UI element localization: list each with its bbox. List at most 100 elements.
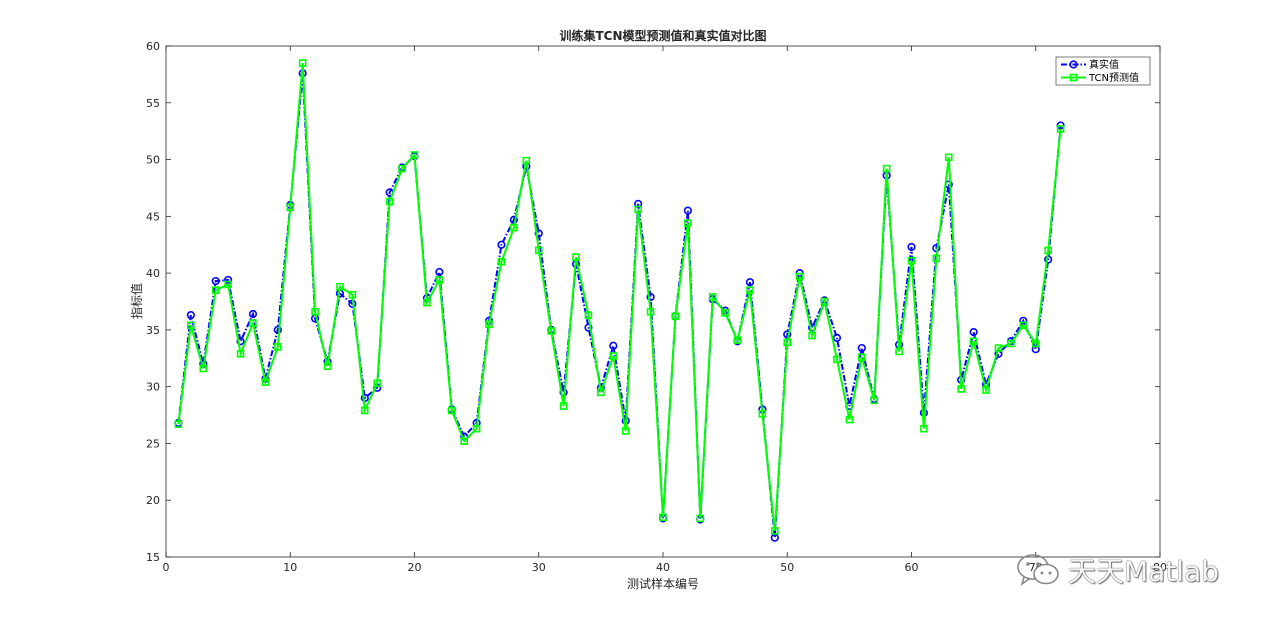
series-1-point [398, 164, 406, 173]
series-1-point [597, 388, 605, 397]
series-1-point [733, 336, 742, 344]
series-0-point [435, 267, 444, 277]
series-1-point [522, 156, 531, 165]
series-1-point [261, 378, 270, 386]
x-tick-label: 80 [1153, 561, 1167, 574]
y-tick-label: 40 [146, 267, 160, 280]
x-tick-label: 60 [905, 561, 919, 574]
series-1-point [845, 415, 854, 424]
series-1-point [671, 312, 680, 321]
series-0-point [832, 333, 842, 342]
y-tick-label: 20 [146, 494, 160, 507]
series-1-point [833, 355, 841, 364]
series-1-point [249, 319, 257, 327]
series-1-point [982, 386, 990, 394]
series-1-point [559, 402, 568, 410]
x-tick-label: 50 [780, 561, 794, 574]
series-1-point [882, 164, 891, 173]
series-0-point [907, 242, 916, 252]
series-1-point [758, 410, 767, 418]
series-1-point [187, 321, 195, 330]
series-1-point [609, 352, 618, 360]
series-1-point [646, 307, 655, 316]
series-1-point [957, 385, 966, 393]
series-1-point [199, 364, 208, 373]
x-tick-label: 0 [163, 561, 170, 574]
series-1-point [584, 311, 593, 319]
x-axis: 0 10 20 30 40 50 60 70 80 [163, 46, 1167, 574]
series-1-point [684, 219, 692, 227]
y-tick-label: 15 [146, 551, 160, 564]
series-1-point [298, 59, 307, 67]
series-0-point [646, 292, 655, 302]
series-1-point [472, 424, 481, 433]
legend-marker-predicted [1069, 73, 1078, 82]
series-1-point [410, 151, 419, 159]
watermark-text: 天天Matlab [1068, 555, 1220, 588]
series-0-point [745, 278, 755, 287]
plot-area [165, 45, 1161, 558]
series-1-point [211, 286, 220, 294]
series-1-point [808, 331, 816, 340]
y-tick-label: 25 [146, 437, 160, 450]
series-1-point [696, 514, 705, 523]
y-tick-label: 45 [146, 210, 160, 223]
series-1-point [969, 337, 978, 346]
series-1-point [1007, 339, 1015, 348]
series-1-point [907, 256, 916, 265]
series-1-point [423, 298, 431, 307]
series-1-point [920, 424, 928, 433]
series-1-point [771, 527, 779, 535]
series-0-point [609, 341, 618, 350]
series-1-point [435, 276, 444, 284]
series-0-point [273, 325, 282, 334]
series-1-point [721, 309, 729, 317]
series-1-point [870, 396, 879, 405]
series-1-point [621, 427, 630, 435]
series-0-point [497, 240, 506, 249]
series-1-point [783, 338, 792, 347]
y-axis-title: 指标值 [129, 283, 144, 319]
wechat-icon [1017, 554, 1059, 586]
series-1-point [497, 257, 506, 266]
series-0-point [248, 309, 258, 319]
series-1-point [944, 153, 953, 162]
series-1-point [348, 290, 357, 299]
series-1-point [857, 353, 866, 361]
legend: 真实值 TCN预测值 [1055, 56, 1151, 86]
y-tick-label: 30 [146, 381, 160, 394]
legend-label-actual: 真实值 [1089, 58, 1119, 71]
x-tick-label: 20 [408, 561, 422, 574]
series-1-point [236, 349, 245, 358]
series-1-point [174, 420, 183, 428]
series-0-point [186, 311, 195, 320]
x-axis-title: 测试样本编号 [627, 576, 699, 591]
series-1-point [708, 293, 717, 301]
legend-label-predicted: TCN预测值 [1088, 71, 1139, 84]
y-tick-label: 60 [146, 40, 160, 53]
x-tick-label: 10 [283, 561, 297, 574]
series-line-1 [177, 62, 1062, 532]
series-1-point [634, 205, 642, 214]
series-1-point [460, 437, 469, 445]
series-1-point [373, 379, 382, 388]
series-1-point [224, 280, 232, 289]
series-1-point [274, 343, 282, 351]
series-1-point [1019, 321, 1028, 330]
series-1-point [510, 223, 518, 232]
series-1-point [286, 203, 295, 212]
y-tick-label: 50 [146, 154, 160, 167]
series-1-point [1056, 125, 1065, 133]
series-1-point [1044, 246, 1052, 255]
series-1-point [895, 347, 903, 356]
series-1-point [485, 320, 493, 329]
series-1-point [659, 513, 667, 522]
chart-title: 训练集TCN模型预测值和真实值对比图 [559, 28, 766, 43]
series-1-point [547, 327, 555, 335]
series-0-point [857, 343, 866, 353]
series-1-point [572, 253, 580, 262]
y-tick-label: 35 [146, 324, 160, 337]
series-1-point [447, 406, 456, 415]
series-1-point [534, 246, 543, 255]
series-1-point [932, 254, 941, 263]
